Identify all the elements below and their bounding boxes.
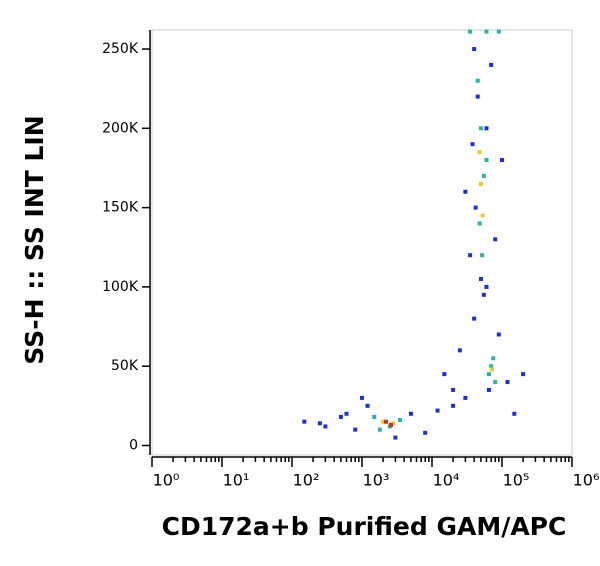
scatter-point bbox=[478, 276, 483, 281]
scatter-point bbox=[484, 158, 489, 163]
scatter-point bbox=[451, 387, 456, 392]
plot-frame bbox=[151, 29, 573, 456]
scatter-point bbox=[478, 126, 483, 131]
scatter-point bbox=[442, 372, 447, 377]
x-tick-label: 10² bbox=[293, 471, 320, 490]
scatter-point bbox=[475, 94, 480, 99]
scatter-point bbox=[365, 403, 370, 408]
scatter-point bbox=[505, 380, 510, 385]
scatter-point bbox=[486, 372, 491, 377]
y-tick-label: 250K bbox=[102, 41, 139, 57]
y-axis-title: SS-H :: SS INT LIN bbox=[20, 115, 49, 364]
scatter-point bbox=[398, 418, 403, 423]
scatter-point bbox=[435, 408, 440, 413]
scatter-point bbox=[480, 253, 485, 258]
scatter-point bbox=[360, 395, 364, 400]
scatter-point bbox=[500, 158, 504, 163]
y-tick-label: 50K bbox=[111, 358, 139, 374]
scatter-point bbox=[491, 356, 496, 361]
scatter-point bbox=[457, 348, 462, 353]
scatter-point bbox=[468, 253, 473, 258]
x-tick-label: 10⁰ bbox=[153, 471, 180, 490]
scatter-point bbox=[317, 421, 322, 426]
x-axis-title: CD172a+b Purified GAM/APC bbox=[162, 512, 567, 541]
y-tick-label: 0 bbox=[129, 437, 138, 453]
scatter-point bbox=[490, 367, 495, 372]
scatter-point bbox=[493, 237, 498, 242]
scatter-point bbox=[512, 411, 517, 416]
scatter-point bbox=[408, 411, 413, 416]
scatter-point bbox=[451, 403, 456, 408]
scatter-point bbox=[496, 29, 501, 34]
scatter-point bbox=[477, 221, 482, 226]
scatter-point bbox=[393, 435, 398, 440]
scatter-point bbox=[475, 78, 480, 83]
scatter-point bbox=[489, 364, 494, 369]
scatter-point bbox=[493, 380, 498, 385]
x-tick-label: 10¹ bbox=[223, 471, 250, 490]
scatter-point bbox=[521, 372, 526, 377]
scatter-point bbox=[481, 292, 486, 297]
scatter-point bbox=[389, 422, 394, 427]
scatter-point bbox=[484, 284, 489, 289]
scatter-point bbox=[391, 421, 396, 426]
x-tick-label: 10⁴ bbox=[433, 471, 460, 490]
scatter-point bbox=[496, 332, 501, 337]
scatter-point bbox=[463, 395, 468, 400]
y-tick-label: 200K bbox=[102, 120, 139, 136]
scatter-point bbox=[383, 419, 388, 424]
scatter-point bbox=[323, 424, 328, 429]
scatter-point bbox=[353, 427, 358, 432]
scatter-point bbox=[468, 29, 473, 34]
scatter-point bbox=[344, 411, 349, 416]
y-tick-label: 150K bbox=[102, 200, 139, 216]
scatter-point bbox=[423, 430, 428, 435]
scatter-point bbox=[472, 316, 477, 321]
scatter-point bbox=[463, 189, 468, 194]
scatter-point bbox=[478, 181, 483, 186]
scatter-point bbox=[470, 142, 475, 147]
x-tick-label: 10⁵ bbox=[503, 471, 530, 490]
x-tick-label: 10³ bbox=[363, 471, 390, 490]
scatter-point bbox=[486, 387, 491, 392]
scatter-point bbox=[302, 419, 307, 424]
scatter-point bbox=[338, 414, 343, 419]
scatter-point bbox=[481, 173, 486, 178]
scatter-point bbox=[480, 213, 485, 218]
scatter-point bbox=[484, 126, 489, 131]
y-tick-label: 100K bbox=[102, 279, 139, 295]
scatter-point bbox=[381, 419, 386, 424]
scatter-point bbox=[372, 414, 377, 419]
scatter-point bbox=[489, 62, 494, 67]
scatter-point bbox=[472, 47, 477, 52]
scatter-point bbox=[477, 150, 482, 155]
scatter-point bbox=[484, 29, 489, 34]
scatter-point bbox=[377, 427, 382, 432]
scatter-point bbox=[473, 205, 478, 210]
x-tick-label: 10⁶ bbox=[573, 471, 600, 490]
